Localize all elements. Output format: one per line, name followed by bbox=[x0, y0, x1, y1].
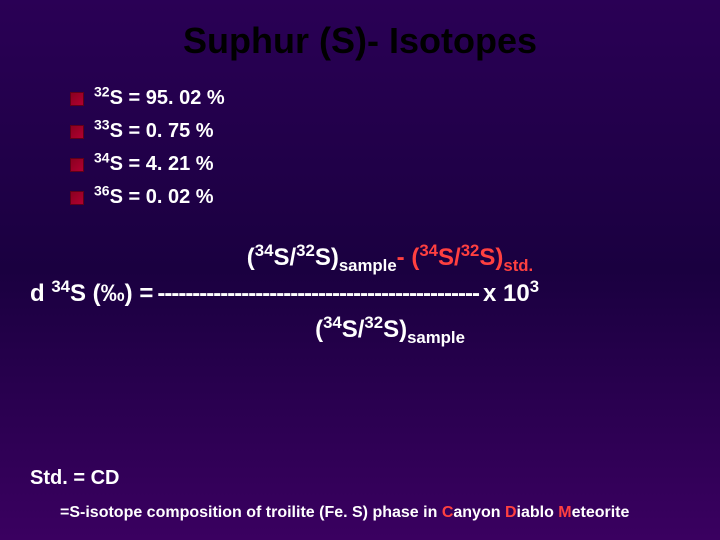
equation-numerator: (34S/32S)sample- (34S/32S)std. bbox=[30, 244, 690, 272]
isotope-text: 32S = 95. 02 % bbox=[94, 87, 225, 110]
highlight-letter: M bbox=[558, 504, 571, 521]
equation-middle-line: d 34S (‰) = ----------------------------… bbox=[30, 280, 690, 308]
ratio-std: - (34S/32S)std. bbox=[397, 244, 534, 271]
delta-equation: (34S/32S)sample- (34S/32S)std. d 34S (‰)… bbox=[0, 244, 720, 344]
isotope-list: 32S = 95. 02 % 33S = 0. 75 % 34S = 4. 21… bbox=[0, 87, 720, 209]
isotope-text: 34S = 4. 21 % bbox=[94, 153, 214, 176]
slide-title: Suphur (S)- Isotopes bbox=[0, 0, 720, 87]
square-bullet-icon bbox=[70, 92, 84, 106]
square-bullet-icon bbox=[70, 158, 84, 172]
square-bullet-icon bbox=[70, 125, 84, 139]
square-bullet-icon bbox=[70, 191, 84, 205]
isotope-text: 33S = 0. 75 % bbox=[94, 120, 214, 143]
equation-denominator: (34S/32S)sample bbox=[30, 316, 690, 344]
isotope-text: 36S = 0. 02 % bbox=[94, 186, 214, 209]
fraction-bar: ----------------------------------------… bbox=[157, 280, 479, 308]
highlight-letter: C bbox=[442, 504, 454, 521]
equation-lhs: d 34S (‰) = bbox=[30, 280, 153, 308]
equation-multiplier: x 103 bbox=[483, 280, 539, 308]
list-item: 32S = 95. 02 % bbox=[70, 87, 720, 110]
list-item: 34S = 4. 21 % bbox=[70, 153, 720, 176]
list-item: 36S = 0. 02 % bbox=[70, 186, 720, 209]
highlight-letter: D bbox=[505, 504, 517, 521]
ratio-sample: (34S/32S)sample bbox=[247, 244, 397, 271]
std-definition: Std. = CD bbox=[30, 467, 119, 490]
source-footnote: =S-isotope composition of troilite (Fe. … bbox=[60, 504, 710, 522]
list-item: 33S = 0. 75 % bbox=[70, 120, 720, 143]
